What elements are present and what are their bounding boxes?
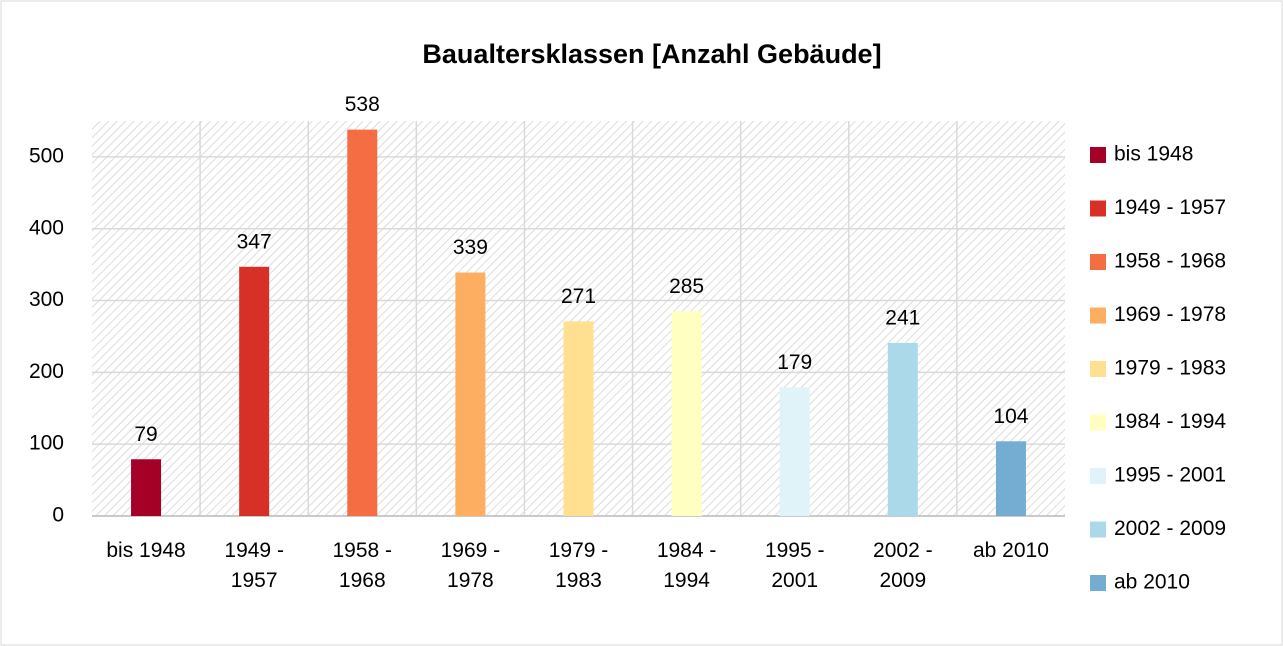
x-tick-label: 1969 - 1978 <box>440 539 501 592</box>
bar <box>347 129 378 517</box>
value-label: 179 <box>777 351 812 374</box>
legend-swatch <box>1090 521 1106 538</box>
value-label: 339 <box>453 236 488 259</box>
legend-label: bis 1948 <box>1114 143 1193 166</box>
value-label: 285 <box>669 275 704 298</box>
legend-swatch <box>1090 575 1106 591</box>
value-label: 241 <box>885 306 920 329</box>
x-tick-label: 1995 - 2001 <box>764 539 825 592</box>
value-label: 79 <box>134 423 157 446</box>
legend-swatch <box>1090 468 1106 484</box>
x-tick-label-box: 1979 - 1983 <box>548 539 609 592</box>
legend-swatch <box>1090 200 1106 217</box>
x-tick-label-box: 1969 - 1978 <box>440 539 501 592</box>
bar <box>455 272 486 516</box>
legend-label: 1995 - 2001 <box>1114 464 1226 487</box>
x-tick-label: 1949 - 1957 <box>224 539 284 592</box>
legend-label: 1969 - 1978 <box>1114 303 1226 326</box>
y-tick-label: 500 <box>29 144 64 167</box>
y-tick-label: 400 <box>29 216 64 239</box>
x-tick-label-box: ab 2010 <box>972 539 1049 562</box>
legend-label: 1979 - 1983 <box>1114 357 1226 380</box>
x-tick-label-box: 1984 - 1994 <box>656 539 717 592</box>
y-tick-label: 0 <box>52 504 64 527</box>
bar <box>239 266 270 516</box>
value-label: 104 <box>993 405 1028 428</box>
legend-swatch <box>1090 414 1106 431</box>
x-tick-label: 1984 - 1994 <box>656 539 717 592</box>
x-tick-label-box: bis 1948 <box>106 539 186 562</box>
x-tick-label: ab 2010 <box>972 539 1049 562</box>
x-tick-label: 1958 - 1968 <box>332 539 393 592</box>
x-tick-label-box: 1949 - 1957 <box>224 539 284 592</box>
x-tick-label-box: 1995 - 2001 <box>764 539 825 592</box>
legend-label: 2002 - 2009 <box>1114 517 1226 540</box>
value-label: 538 <box>345 93 380 116</box>
chart-title: Baualtersklassen [Anzahl Gebäude] <box>422 39 881 69</box>
y-tick-label: 100 <box>29 432 64 455</box>
bar <box>887 342 918 516</box>
legend-label: 1984 - 1994 <box>1114 410 1226 433</box>
legend-swatch <box>1090 147 1106 163</box>
x-tick-label-box: 2002 - 2009 <box>873 539 933 592</box>
legend-swatch <box>1090 361 1106 377</box>
legend-swatch <box>1090 254 1106 270</box>
legend-label: 1958 - 1968 <box>1114 250 1226 273</box>
bar <box>563 321 594 516</box>
y-tick-label: 300 <box>29 288 64 311</box>
bar <box>779 387 810 516</box>
value-label: 347 <box>237 230 272 253</box>
bar <box>131 459 162 516</box>
x-tick-label: 1979 - 1983 <box>548 539 609 592</box>
x-tick-label: bis 1948 <box>106 539 186 562</box>
legend-swatch <box>1090 307 1106 324</box>
value-label: 271 <box>561 285 596 308</box>
x-tick-label-box: 1958 - 1968 <box>332 539 393 592</box>
legend-label: ab 2010 <box>1114 571 1190 594</box>
y-tick-label: 200 <box>29 360 64 383</box>
bar <box>995 441 1026 516</box>
legend-label: 1949 - 1957 <box>1114 196 1226 219</box>
bar <box>671 311 702 516</box>
x-tick-label: 2002 - 2009 <box>873 539 933 592</box>
